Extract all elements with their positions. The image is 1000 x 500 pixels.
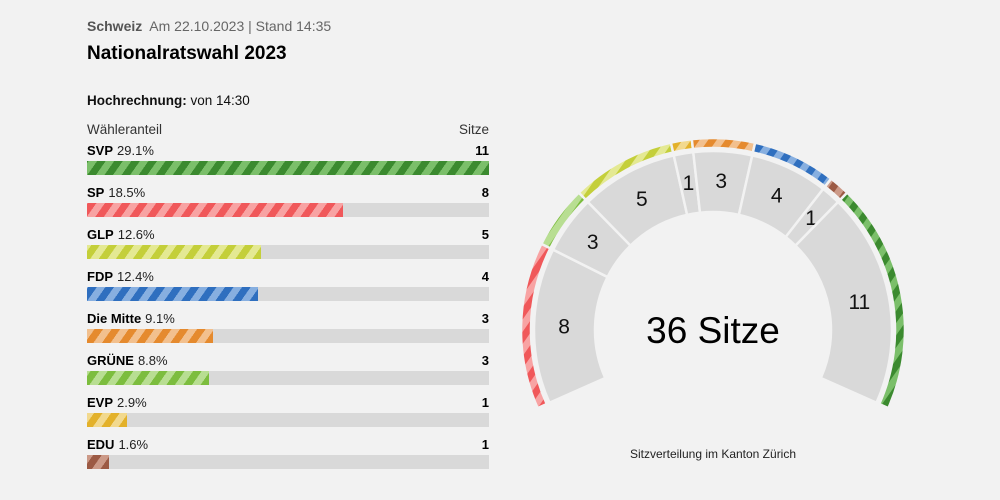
party-seats: 1: [481, 437, 489, 452]
party-name: GLP: [87, 227, 114, 242]
arc-seat-label-fdp: 4: [771, 184, 783, 207]
arc-band-svp: [838, 190, 907, 410]
arc-seat-label-die-mitte: 3: [715, 170, 727, 193]
share-bar-fdp: [87, 287, 259, 301]
arc-seat-label-svp: 11: [848, 291, 870, 314]
party-name: SVP: [87, 143, 114, 158]
arc-seat-label-sp: 8: [558, 316, 570, 339]
party-row-edu: EDU 1.6% 1: [87, 436, 489, 478]
party-share: 12.4%: [117, 269, 154, 284]
party-seats: 1: [481, 395, 489, 410]
party-row-sp: SP 18.5% 8: [87, 184, 489, 226]
table-header: Wähleranteil Sitze: [87, 122, 489, 142]
party-seats: 5: [481, 227, 489, 242]
vote-share-table: Wähleranteil Sitze SVP 29.1% 11 SP 18.5% 8 GLP…: [87, 122, 489, 478]
party-share: 2.9%: [117, 395, 147, 410]
party-name: EDU: [87, 437, 115, 452]
total-seats-label: 36 Sitze: [646, 310, 780, 351]
share-bar-track: [87, 371, 489, 385]
party-rows: SVP 29.1% 11 SP 18.5% 8 GLP 12.6% 5 FDP 12.4% 4 Die …: [87, 142, 489, 478]
party-row-svp: SVP 29.1% 11: [87, 142, 489, 184]
share-bar-die-mitte: [87, 329, 213, 343]
arc-seat-label-evp: 1: [683, 172, 695, 195]
party-share: 29.1%: [117, 143, 154, 158]
party-seats: 4: [481, 269, 489, 284]
party-seats: 8: [481, 185, 489, 200]
party-name: Die Mitte: [87, 311, 142, 326]
share-bar-track: [87, 455, 489, 469]
header: Schweiz Am 22.10.2023 | Stand 14:35 Nati…: [87, 18, 331, 65]
arc-segment-svp: [793, 200, 894, 405]
party-seats: 3: [481, 311, 489, 326]
party-share: 1.6%: [118, 437, 149, 452]
share-bar-track: [87, 245, 489, 259]
party-share: 9.1%: [145, 311, 175, 326]
share-bar-evp: [87, 413, 128, 427]
projection-line: Hochrechnung: von 14:30: [87, 93, 250, 108]
kicker: Schweiz: [87, 18, 143, 34]
share-bar-track: [87, 287, 489, 301]
share-bar-glp: [87, 245, 262, 259]
share-bar-track: [87, 161, 489, 175]
party-seats: 3: [481, 353, 489, 368]
share-bar-sp: [87, 203, 343, 217]
share-bar-grüne: [87, 371, 209, 385]
column-share-header: Wähleranteil: [87, 122, 163, 137]
page-title: Nationalratswahl 2023: [87, 43, 287, 64]
party-row-glp: GLP 12.6% 5: [87, 226, 489, 268]
share-bar-track: [87, 329, 489, 343]
share-bar-track: [87, 203, 489, 217]
column-seats-header: Sitze: [458, 122, 489, 137]
arc-seat-label-glp: 5: [636, 188, 648, 211]
arc-band-evp: [669, 137, 695, 154]
party-name: SP: [87, 185, 105, 200]
party-share: 8.8%: [137, 353, 168, 368]
chart-caption: Sitzverteilung im Kanton Zürich: [629, 447, 797, 461]
share-bar-svp: [87, 161, 489, 175]
arc-seat-label-grüne: 3: [587, 231, 599, 254]
party-name: EVP: [87, 395, 114, 410]
party-row-die-mitte: Die Mitte 9.1% 3: [87, 310, 489, 352]
party-name: GRÜNE: [87, 353, 134, 368]
party-share: 12.6%: [117, 227, 155, 242]
party-row-grüne: GRÜNE 8.8% 3: [87, 352, 489, 394]
meta-line: Schweiz Am 22.10.2023 | Stand 14:35: [87, 18, 331, 34]
party-share: 18.5%: [108, 185, 146, 200]
share-bar-track: [87, 413, 489, 427]
party-row-evp: EVP 2.9% 1: [87, 394, 489, 436]
projection-label: Hochrechnung:: [87, 93, 187, 108]
share-bar-edu: [87, 455, 110, 469]
projection-value: von 14:30: [190, 93, 250, 108]
date-stand: Am 22.10.2023 | Stand 14:35: [149, 18, 332, 34]
seat-chart: 8 3 5 1 3 4 1 11 36 Sitze: [505, 125, 925, 465]
party-name: FDP: [87, 269, 113, 284]
arc-seat-label-edu: 1: [805, 207, 817, 230]
party-row-fdp: FDP 12.4% 4: [87, 268, 489, 310]
party-seats: 11: [475, 143, 489, 158]
